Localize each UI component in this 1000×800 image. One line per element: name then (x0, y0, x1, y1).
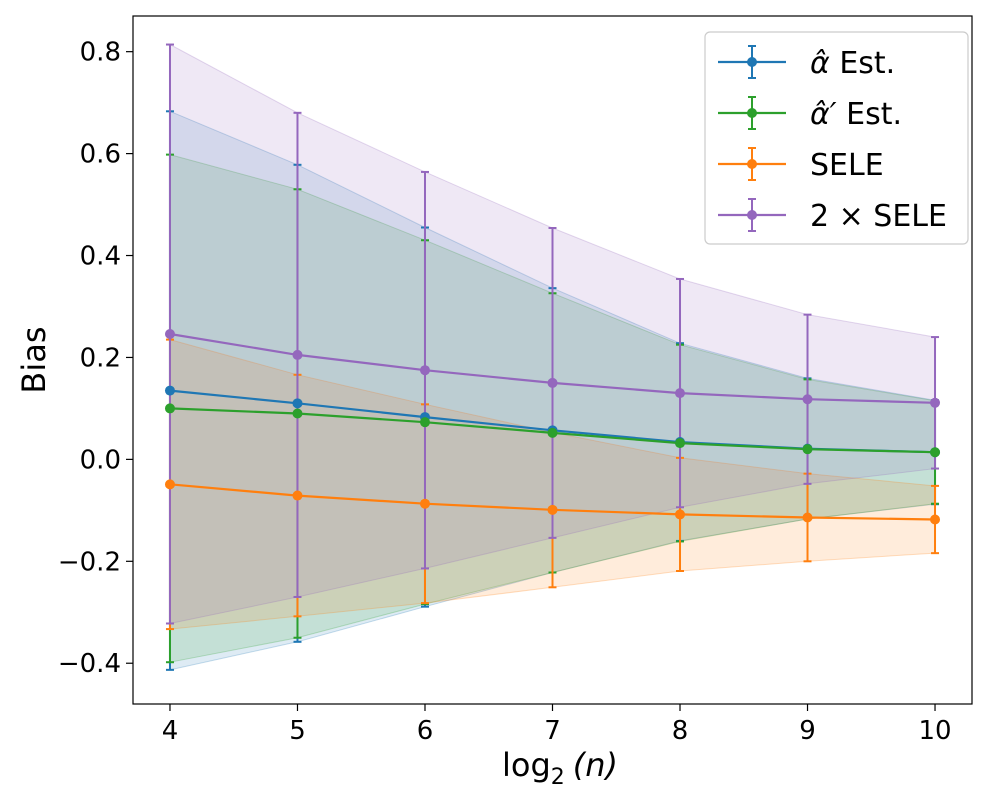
sele-point (419, 498, 430, 509)
alpha-hat-prime-est-point (802, 444, 813, 455)
y-axis-ticks: −0.4 −0.2 0.0 0.2 0.4 0.6 0.8 (58, 38, 133, 679)
sele-legend-marker (747, 159, 757, 169)
alpha-hat-est-legend-marker (747, 57, 757, 67)
two-times-sele-point (802, 394, 813, 405)
y-tick-label: −0.2 (58, 547, 121, 577)
sele-point (547, 504, 558, 515)
x-tick-label: 8 (672, 716, 689, 746)
alpha-hat-est-point (164, 385, 175, 396)
y-tick-label: 0.8 (80, 38, 121, 68)
two-times-sele-point (292, 349, 303, 360)
x-tick-label: 9 (799, 716, 816, 746)
x-tick-label: 10 (918, 716, 951, 746)
alpha-hat-est-legend-label: α̂ Est. (810, 46, 895, 81)
two-times-sele-point (419, 365, 430, 376)
x-axis-label-base: 2 (551, 765, 565, 790)
y-tick-label: −0.4 (58, 649, 121, 679)
x-axis-label-arg: (n) (573, 746, 618, 784)
two-times-sele-legend-label: 2 × SELE (810, 199, 947, 234)
x-axis-label: log2 (n) (502, 746, 618, 790)
alpha-hat-prime-est-point (930, 447, 941, 458)
series-points (164, 329, 941, 525)
alpha-hat-est-legend-symbol: α̂ (810, 46, 830, 81)
alpha-hat-prime-est-point (292, 408, 303, 419)
two-times-sele-point (164, 329, 175, 340)
alpha-hat-prime-est-legend-marker (747, 108, 757, 118)
alpha-hat-prime-est-legend-label: α̂′ Est. (810, 97, 902, 132)
x-axis-ticks: 4 5 6 7 8 9 10 (162, 704, 952, 746)
y-axis-label: Bias (15, 326, 53, 393)
two-times-sele-point (547, 377, 558, 388)
y-tick-label: 0.6 (80, 140, 121, 170)
alpha-hat-prime-est-point (547, 427, 558, 438)
alpha-hat-est-point (292, 398, 303, 409)
y-tick-label: 0.4 (80, 242, 121, 272)
alpha-hat-prime-est-legend-symbol: α̂′ (810, 97, 837, 132)
alpha-hat-prime-est-point (164, 403, 175, 414)
sele-point (164, 479, 175, 490)
y-tick-label: 0.2 (80, 343, 121, 373)
alpha-hat-prime-est-point (419, 417, 430, 428)
x-tick-label: 6 (417, 716, 434, 746)
y-tick-label: 0.0 (80, 445, 121, 475)
sele-point (802, 512, 813, 523)
x-tick-label: 4 (162, 716, 179, 746)
alpha-hat-prime-est-point (675, 438, 686, 449)
legend-box (704, 31, 969, 245)
sele-legend-label: SELE (810, 148, 884, 183)
two-times-sele-legend-marker (747, 210, 757, 220)
two-times-sele-point (930, 397, 941, 408)
sele-point (292, 490, 303, 501)
alpha-hat-est-legend-text: Est. (830, 46, 895, 81)
alpha-hat-prime-est-legend-text: Est. (837, 97, 902, 132)
sele-point (930, 514, 941, 525)
x-tick-label: 7 (544, 716, 561, 746)
two-times-sele-legend-text: 2 × SELE (810, 199, 947, 234)
two-times-sele-point (675, 388, 686, 399)
sele-point (675, 509, 686, 520)
sele-legend-text: SELE (810, 148, 884, 183)
x-tick-label: 5 (289, 716, 306, 746)
x-axis-label-log: log (502, 746, 551, 784)
